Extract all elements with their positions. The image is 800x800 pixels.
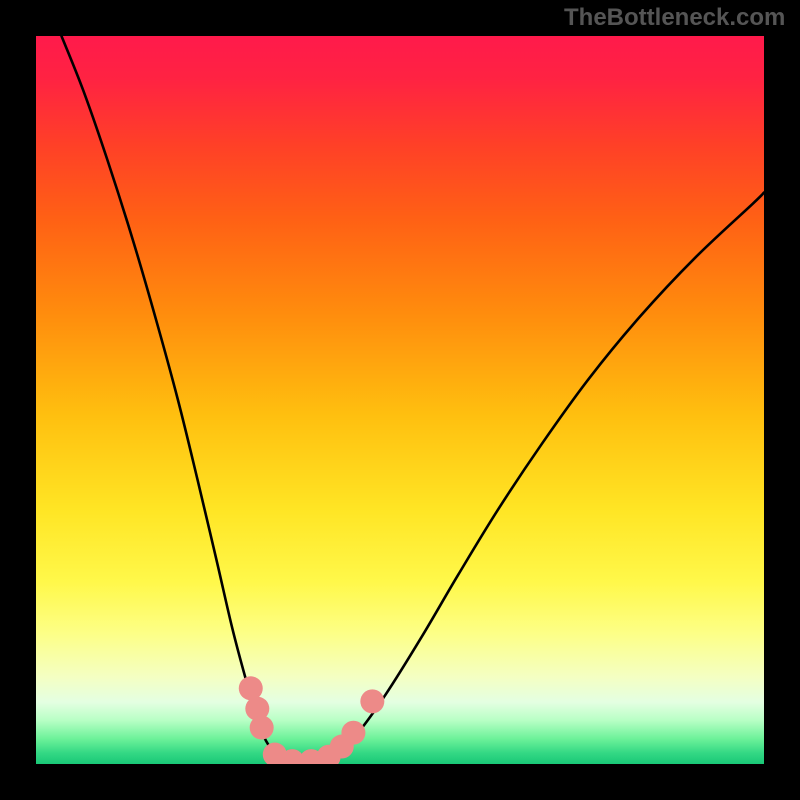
chart-plot-area: [36, 36, 764, 764]
watermark-text: TheBottleneck.com: [564, 4, 785, 32]
data-marker: [239, 676, 263, 700]
bottleneck-chart: [0, 0, 800, 800]
data-marker: [360, 689, 384, 713]
data-marker: [250, 716, 274, 740]
data-marker: [341, 721, 365, 745]
